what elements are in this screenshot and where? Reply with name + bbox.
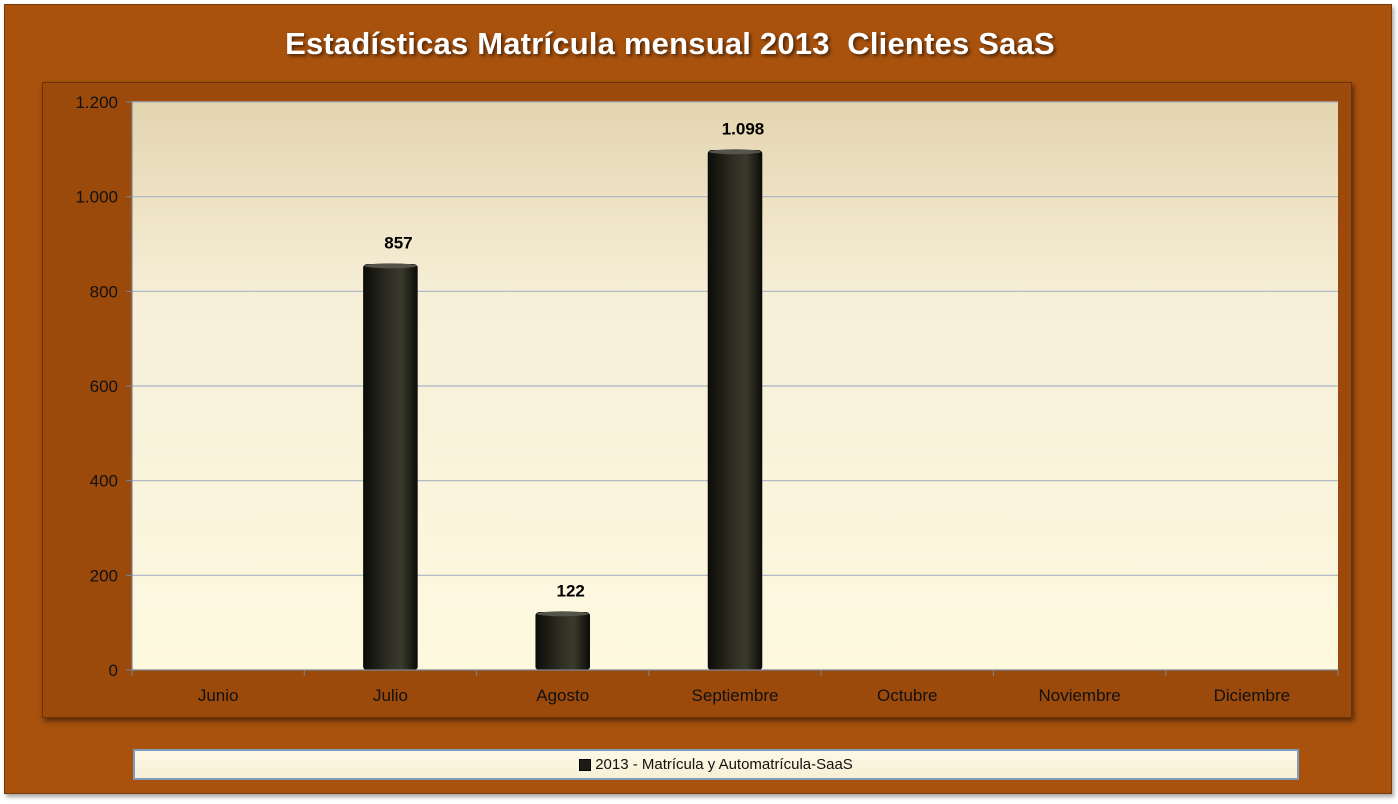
- y-tick-label: 800: [90, 282, 118, 301]
- x-tick-label: Junio: [198, 686, 239, 705]
- y-tick-label: 1.200: [75, 93, 118, 112]
- y-tick-label: 0: [109, 661, 118, 680]
- bar-top: [536, 611, 589, 617]
- legend-swatch: [579, 758, 592, 771]
- x-tick-label: Noviembre: [1038, 686, 1120, 705]
- data-label: 857: [384, 233, 412, 252]
- legend: 2013 - Matrícula y Automatrícula-SaaS: [133, 749, 1299, 780]
- x-tick-label: Diciembre: [1214, 686, 1291, 705]
- bar: [363, 264, 418, 671]
- data-label: 1.098: [722, 119, 765, 138]
- y-tick-label: 1.000: [75, 188, 118, 207]
- bar-top: [364, 263, 417, 269]
- bar: [707, 150, 763, 671]
- legend-label: 2013 - Matrícula y Automatrícula-SaaS: [595, 756, 853, 773]
- bar: [535, 612, 590, 671]
- x-tick-label: Septiembre: [692, 686, 779, 705]
- y-tick-label: 600: [90, 377, 118, 396]
- x-tick-label: Agosto: [536, 686, 589, 705]
- x-tick-label: Julio: [373, 686, 408, 705]
- bar-top: [709, 149, 761, 155]
- chart-title: Estadísticas Matrícula mensual 2013 Clie…: [285, 26, 1055, 61]
- x-tick-label: Octubre: [877, 686, 937, 705]
- data-label: 122: [557, 581, 585, 600]
- y-tick-label: 200: [90, 566, 118, 585]
- y-tick-label: 400: [90, 472, 118, 491]
